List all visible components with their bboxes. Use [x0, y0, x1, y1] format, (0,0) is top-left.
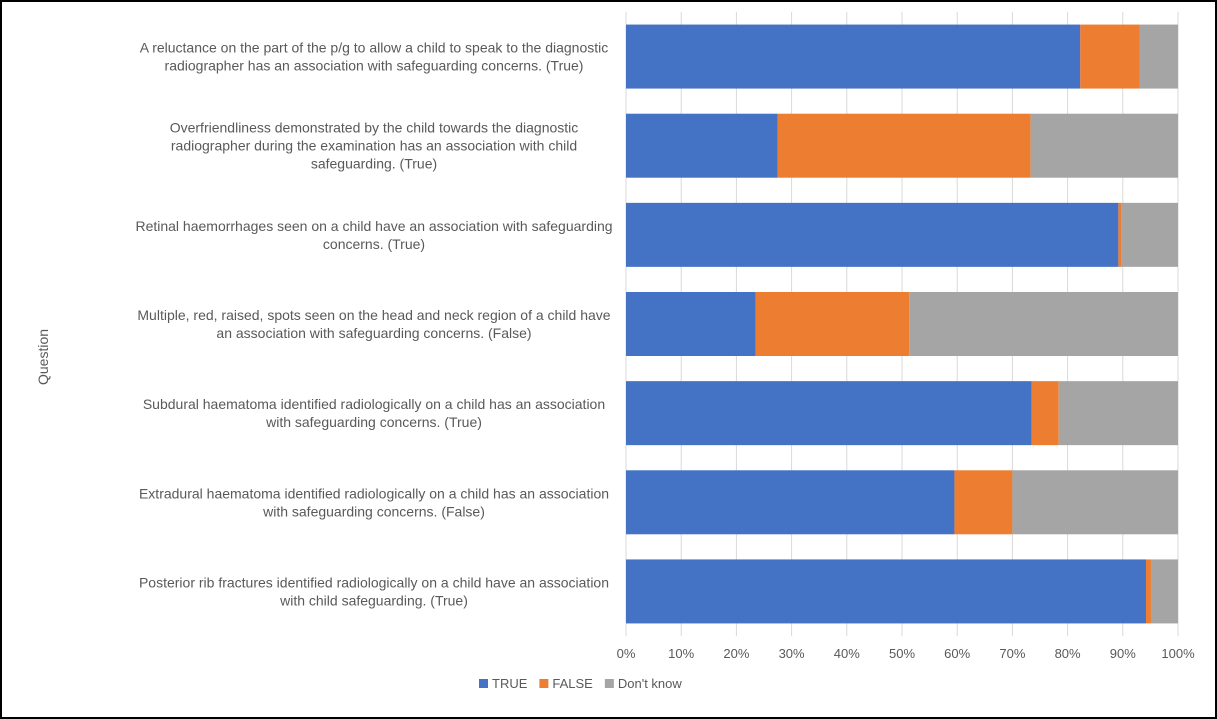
bar-false-q5 — [1031, 381, 1059, 446]
legend-label: TRUE — [492, 676, 528, 691]
legend-label: FALSE — [552, 676, 593, 691]
question-label-line: with safeguarding concerns. (True) — [265, 414, 482, 430]
question-label-4: Multiple, red, raised, spots seen on the… — [137, 307, 610, 341]
x-tick-label: 100% — [1161, 646, 1195, 661]
bar-don-t-know-q5 — [1058, 381, 1178, 446]
bar-false-q1 — [1080, 24, 1140, 89]
x-tick-label: 80% — [1055, 646, 1081, 661]
question-label-7: Posterior rib fractures identified radio… — [139, 574, 609, 608]
question-label-5: Subdural haematoma identified radiologic… — [143, 396, 605, 430]
x-tick-label: 40% — [834, 646, 860, 661]
bar-false-q6 — [954, 470, 1013, 535]
question-label-line: with child safeguarding. (True) — [279, 592, 468, 608]
question-label-line: Extradural haematoma identified radiolog… — [139, 485, 609, 501]
y-axis-title: Question — [35, 329, 51, 385]
question-label-line: an association with safeguarding concern… — [216, 325, 531, 341]
bar-true-q2 — [626, 113, 778, 178]
legend-item: FALSE — [539, 676, 593, 691]
bar-true-q3 — [626, 202, 1119, 267]
question-label-line: Multiple, red, raised, spots seen on the… — [137, 307, 610, 323]
legend-swatch — [479, 679, 488, 688]
legend-item: TRUE — [479, 676, 528, 691]
bar-don-t-know-q7 — [1150, 559, 1178, 624]
x-tick-label: 30% — [779, 646, 805, 661]
question-label-3: Retinal haemorrhages seen on a child hav… — [135, 218, 612, 252]
question-label-2: Overfriendliness demonstrated by the chi… — [170, 120, 579, 172]
question-label-line: Overfriendliness demonstrated by the chi… — [170, 120, 579, 136]
x-tick-label: 70% — [999, 646, 1025, 661]
bar-true-q7 — [626, 559, 1146, 624]
bars — [626, 24, 1178, 624]
bar-don-t-know-q2 — [1030, 113, 1178, 178]
bar-true-q6 — [626, 470, 955, 535]
question-label-line: radiographer during the examination has … — [171, 138, 577, 154]
x-tick-labels: 0% 10% 20% 30% 40% 50% 60% 70% 80% 90% 100% — [617, 646, 1195, 661]
bar-false-q3 — [1118, 202, 1122, 267]
bar-false-q4 — [755, 292, 910, 356]
bar-false-q2 — [777, 113, 1031, 178]
question-label-line: safeguarding. (True) — [311, 156, 437, 172]
legend-item: Don't know — [604, 676, 683, 691]
question-label-line: Subdural haematoma identified radiologic… — [143, 396, 605, 412]
x-tick-label: 60% — [944, 646, 970, 661]
question-label-line: Retinal haemorrhages seen on a child hav… — [135, 218, 612, 234]
bar-don-t-know-q3 — [1121, 202, 1178, 267]
x-tick-label: 20% — [723, 646, 749, 661]
question-label-1: A reluctance on the part of the p/g to a… — [140, 40, 609, 74]
question-label-line: radiographer has an association with saf… — [165, 58, 584, 74]
x-tick-label: 10% — [668, 646, 694, 661]
question-label-line: with safeguarding concerns. (False) — [262, 503, 485, 519]
question-label-line: concerns. (True) — [323, 236, 425, 252]
bar-true-q5 — [626, 381, 1032, 446]
bar-don-t-know-q4 — [909, 292, 1178, 356]
x-tick-label: 90% — [1110, 646, 1136, 661]
bar-false-q7 — [1145, 559, 1151, 624]
question-label-6: Extradural haematoma identified radiolog… — [139, 485, 609, 519]
legend-swatch — [539, 679, 549, 688]
question-labels: A reluctance on the part of the p/g to a… — [135, 40, 612, 609]
legend-label: Don't know — [618, 676, 683, 691]
x-tick-label: 0% — [617, 646, 636, 661]
x-tick-label: 50% — [889, 646, 915, 661]
question-label-line: Posterior rib fractures identified radio… — [139, 574, 609, 590]
bar-don-t-know-q1 — [1139, 24, 1178, 89]
bar-don-t-know-q6 — [1012, 470, 1178, 535]
question-label-line: A reluctance on the part of the p/g to a… — [140, 40, 609, 56]
legend: TRUE FALSE Don't know — [479, 676, 682, 691]
bar-true-q1 — [626, 24, 1081, 89]
legend-swatch — [604, 679, 614, 688]
bar-true-q4 — [626, 292, 756, 356]
